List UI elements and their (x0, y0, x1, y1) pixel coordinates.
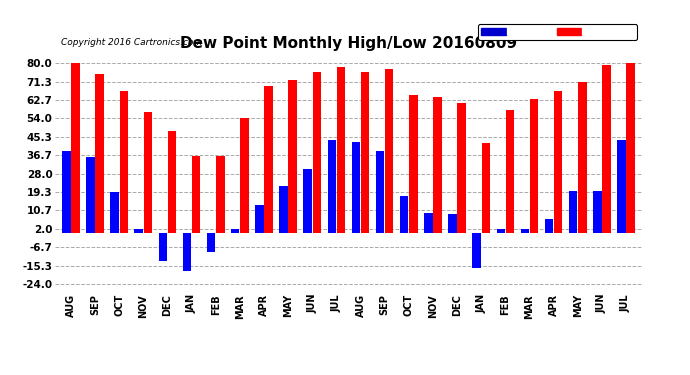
Bar (433, 97, 442, 233)
Bar (279, 186, 288, 233)
Bar (159, 233, 167, 261)
Bar (627, 63, 635, 233)
Bar (144, 112, 152, 233)
Bar (255, 206, 264, 233)
Bar (385, 69, 393, 233)
Bar (400, 196, 408, 233)
Bar (240, 118, 248, 233)
Bar (448, 214, 457, 233)
Bar (192, 156, 200, 233)
Bar (602, 65, 611, 233)
Bar (554, 91, 562, 233)
Bar (545, 219, 553, 233)
Bar (473, 233, 481, 268)
Bar (86, 157, 95, 233)
Bar (304, 170, 312, 233)
Bar (95, 74, 104, 233)
Bar (337, 68, 345, 233)
Bar (183, 233, 191, 271)
Bar (578, 82, 586, 233)
Bar (110, 192, 119, 233)
Bar (482, 143, 490, 233)
Bar (313, 72, 321, 233)
Bar (135, 229, 143, 233)
Bar (497, 229, 505, 233)
Bar (424, 213, 433, 233)
Title: Dew Point Monthly High/Low 20160809: Dew Point Monthly High/Low 20160809 (180, 36, 517, 51)
Bar (328, 140, 336, 233)
Bar (521, 229, 529, 233)
Bar (593, 190, 602, 233)
Bar (119, 91, 128, 233)
Bar (62, 151, 70, 233)
Bar (617, 140, 626, 233)
Legend: Low  (°F), High  (°F): Low (°F), High (°F) (478, 24, 637, 40)
Bar (352, 142, 360, 233)
Bar (409, 95, 417, 233)
Bar (71, 63, 80, 233)
Bar (264, 87, 273, 233)
Bar (506, 110, 514, 233)
Bar (376, 151, 384, 233)
Bar (569, 190, 578, 233)
Text: Copyright 2016 Cartronics.com: Copyright 2016 Cartronics.com (61, 38, 202, 47)
Bar (207, 233, 215, 252)
Bar (361, 72, 369, 233)
Bar (216, 156, 224, 233)
Bar (168, 131, 176, 233)
Bar (288, 80, 297, 233)
Bar (231, 229, 239, 233)
Bar (457, 104, 466, 233)
Bar (530, 99, 538, 233)
